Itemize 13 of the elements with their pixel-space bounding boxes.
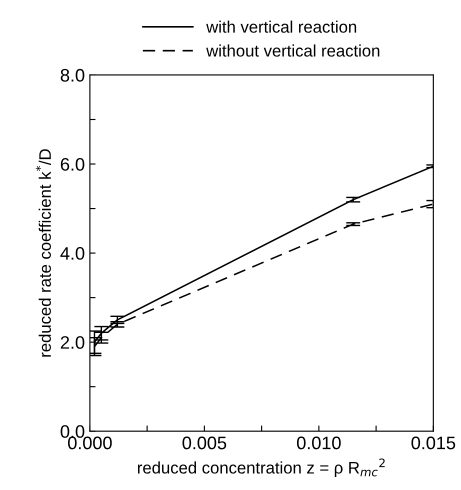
x-tick-label: 0.005 bbox=[182, 436, 226, 450]
x-axis-title: reduced concentration z = ρ R$_{mc}$$^{2}$ bbox=[138, 458, 385, 477]
y-tick-label: 0.0 bbox=[60, 425, 84, 438]
y-tick-label: 2.0 bbox=[60, 336, 84, 349]
legend-label: with vertical reaction bbox=[206, 20, 356, 33]
x-tick-label: 0.000 bbox=[68, 436, 112, 450]
y-tick-label: 6.0 bbox=[60, 158, 84, 171]
y-axis-title: reduced rate coefficient k$^{*}$/D bbox=[36, 149, 51, 357]
y-tick-label: 8.0 bbox=[60, 68, 84, 82]
x-tick-label: 0.010 bbox=[296, 436, 341, 450]
x-tick-label: 0.015 bbox=[411, 436, 456, 450]
legend-label: without vertical reaction bbox=[206, 44, 380, 57]
y-tick-label: 4.0 bbox=[60, 247, 84, 260]
